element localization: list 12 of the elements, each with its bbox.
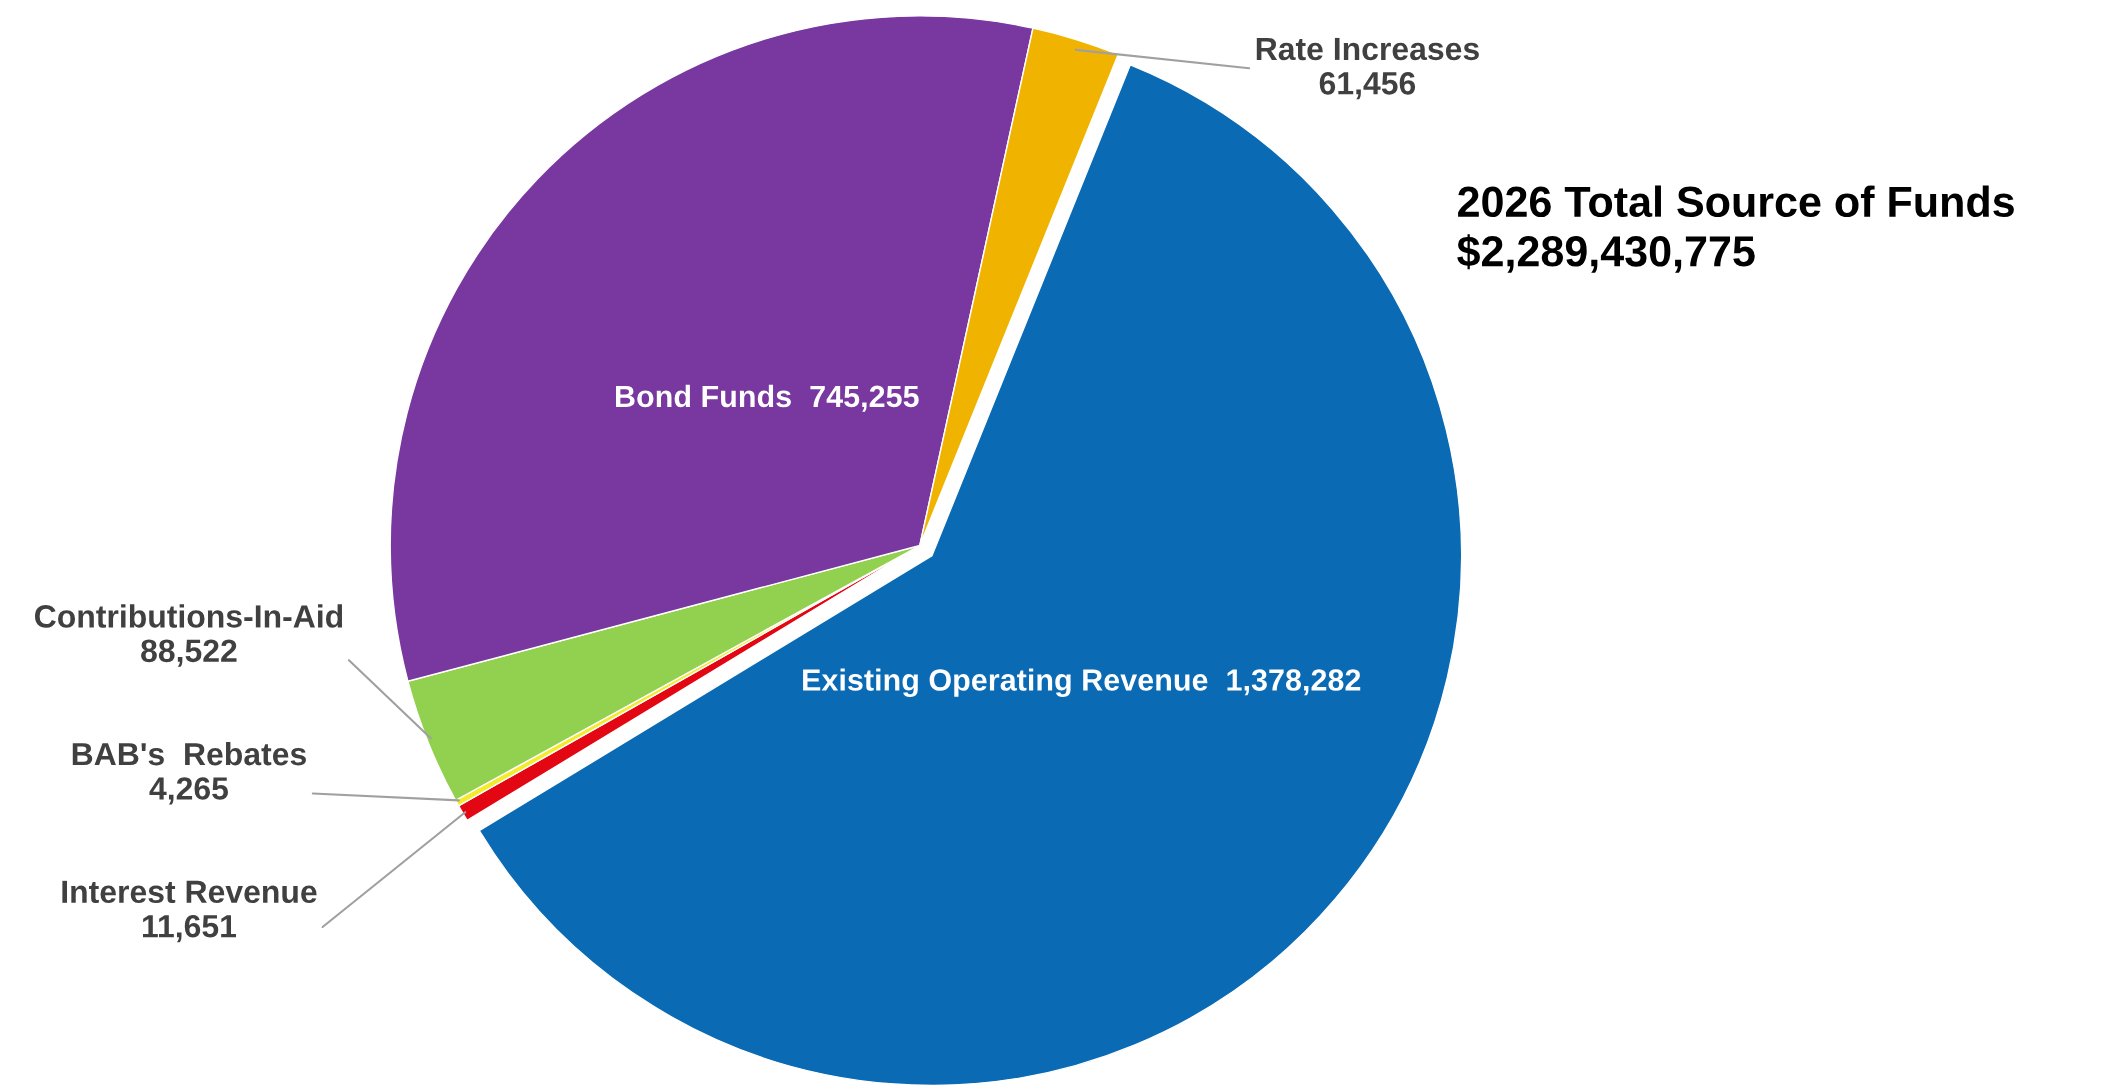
data-label: 61,456: [1319, 72, 1416, 100]
text: 2026 Total Source of Funds: [1458, 185, 2014, 218]
data-label: 88,522: [141, 639, 237, 667]
data-label: 11,651: [142, 914, 237, 943]
slice-label: Interest Revenue: [62, 880, 317, 904]
text: $2,289,430,775: [1457, 234, 1755, 273]
slice-label: Bond Funds 745,255: [616, 384, 919, 412]
slice-label: Rate Increases: [1256, 37, 1479, 61]
slice-label: BAB's Rebates: [72, 741, 306, 766]
slice-label: Contributions-In-Aid: [35, 604, 343, 628]
data-label: 4,265: [149, 777, 229, 805]
slice-label: Existing Operating Revenue 1,378,282: [803, 668, 1361, 698]
